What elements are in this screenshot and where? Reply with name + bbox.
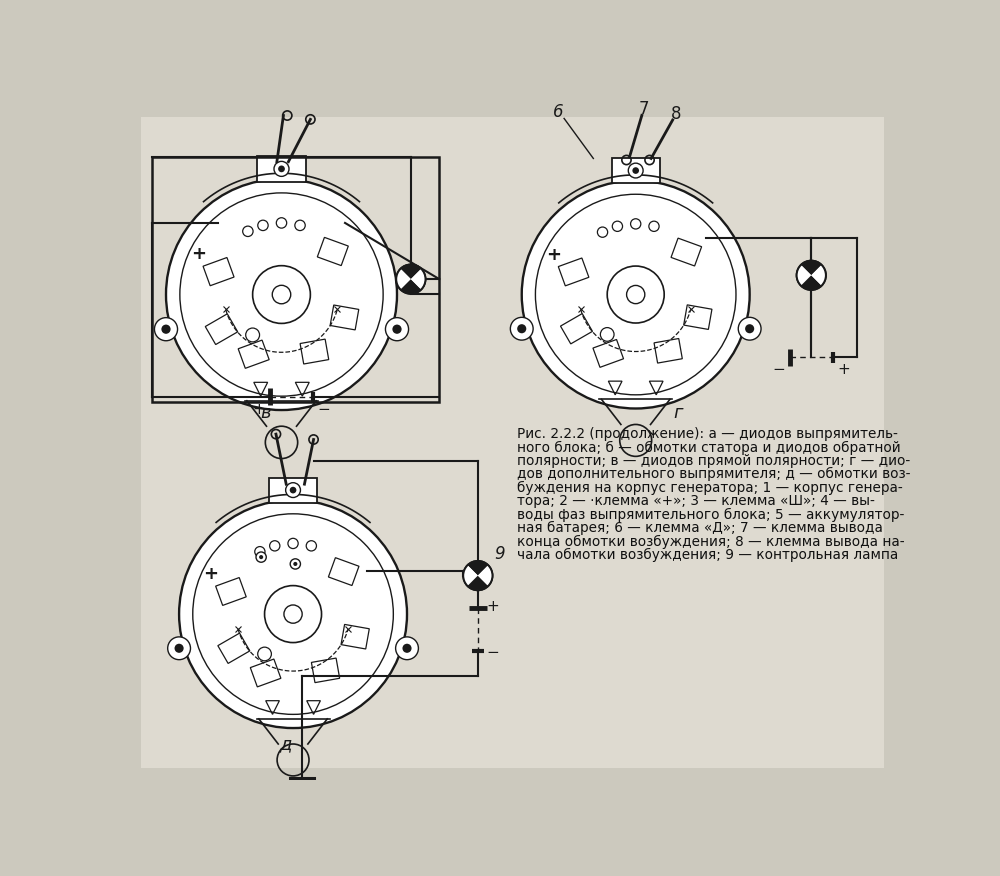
Circle shape (392, 325, 402, 334)
Wedge shape (401, 265, 421, 279)
Bar (257, 156, 306, 181)
Circle shape (402, 644, 412, 653)
Wedge shape (797, 265, 811, 286)
Text: дов дополнительного выпрямителя; д — обмотки воз-: дов дополнительного выпрямителя; д — обм… (517, 468, 911, 482)
Circle shape (166, 179, 397, 410)
Circle shape (745, 324, 754, 333)
Text: тора; 2 — ·клемма «+»; 3 — клемма «Ш»; 4 — вы-: тора; 2 — ·клемма «+»; 3 — клемма «Ш»; 4… (517, 494, 875, 508)
Wedge shape (464, 566, 478, 586)
Text: буждения на корпус генератора; 1 — корпус генера-: буждения на корпус генератора; 1 — корпу… (517, 481, 903, 495)
Circle shape (517, 324, 526, 333)
Circle shape (175, 644, 184, 653)
Circle shape (396, 265, 425, 293)
Text: +: + (203, 565, 218, 583)
Circle shape (259, 555, 263, 559)
Wedge shape (801, 261, 821, 275)
Circle shape (274, 161, 289, 176)
Wedge shape (411, 269, 425, 289)
Circle shape (161, 325, 171, 334)
Wedge shape (801, 275, 821, 290)
Text: −: − (773, 362, 785, 377)
Text: −: − (487, 645, 500, 661)
Wedge shape (397, 269, 411, 289)
Text: +: + (837, 362, 850, 377)
Text: ного блока; б — обмотки статора и диодов обратной: ного блока; б — обмотки статора и диодов… (517, 441, 901, 455)
Circle shape (396, 637, 418, 660)
Bar (612, 158, 660, 183)
Text: полярности; в — диодов прямой полярности; г — дио-: полярности; в — диодов прямой полярности… (517, 454, 910, 468)
Text: 9: 9 (494, 545, 505, 563)
Circle shape (738, 317, 761, 340)
Wedge shape (468, 562, 488, 576)
Text: 8: 8 (670, 105, 681, 123)
Circle shape (628, 163, 643, 178)
Circle shape (632, 167, 639, 173)
Circle shape (290, 487, 296, 493)
Circle shape (286, 483, 300, 498)
Wedge shape (811, 265, 826, 286)
Text: г: г (673, 404, 683, 422)
Text: +: + (191, 245, 206, 263)
Wedge shape (401, 279, 421, 293)
Circle shape (168, 637, 190, 660)
Circle shape (522, 180, 750, 408)
Text: −: − (317, 402, 330, 417)
Circle shape (510, 317, 533, 340)
Bar (152, 158, 439, 402)
Circle shape (385, 318, 409, 341)
Circle shape (256, 552, 266, 562)
Circle shape (278, 166, 285, 173)
Text: ная батарея; 6 — клемма «Д»; 7 — клемма вывода: ная батарея; 6 — клемма «Д»; 7 — клемма … (517, 521, 883, 535)
Text: 7: 7 (638, 100, 649, 118)
Text: Рис. 2.2.2 (продолжение): а — диодов выпрямитель-: Рис. 2.2.2 (продолжение): а — диодов вып… (517, 427, 898, 441)
Wedge shape (468, 576, 488, 590)
Circle shape (154, 318, 178, 341)
Text: воды фаз выпрямительного блока; 5 — аккумулятор-: воды фаз выпрямительного блока; 5 — акку… (517, 508, 904, 522)
Bar (269, 477, 317, 503)
Text: в: в (261, 404, 271, 422)
Text: +: + (253, 402, 266, 417)
Text: +: + (546, 245, 561, 264)
Circle shape (463, 561, 492, 590)
Circle shape (179, 500, 407, 728)
Text: +: + (487, 599, 500, 614)
Circle shape (293, 562, 297, 566)
Circle shape (797, 261, 826, 290)
Text: чала обмотки возбуждения; 9 — контрольная лампа: чала обмотки возбуждения; 9 — контрольна… (517, 548, 898, 562)
Circle shape (290, 559, 300, 569)
Wedge shape (478, 566, 492, 586)
Text: 6: 6 (553, 103, 564, 121)
Text: д: д (279, 735, 292, 753)
Text: конца обмотки возбуждения; 8 — клемма вывода на-: конца обмотки возбуждения; 8 — клемма вы… (517, 534, 905, 549)
